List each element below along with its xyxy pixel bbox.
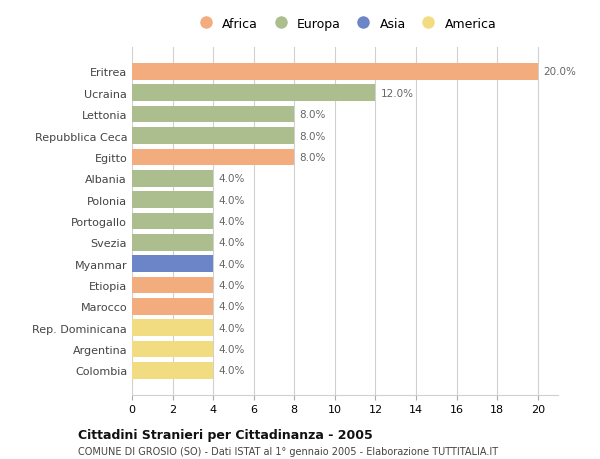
Bar <box>132 213 213 230</box>
Text: COMUNE DI GROSIO (SO) - Dati ISTAT al 1° gennaio 2005 - Elaborazione TUTTITALIA.: COMUNE DI GROSIO (SO) - Dati ISTAT al 1°… <box>78 446 498 456</box>
Bar <box>132 235 213 251</box>
Bar <box>132 149 294 166</box>
Bar <box>132 64 538 81</box>
Text: 4.0%: 4.0% <box>218 323 245 333</box>
Bar <box>132 341 213 358</box>
Text: 4.0%: 4.0% <box>218 238 245 248</box>
Bar <box>132 277 213 294</box>
Text: 4.0%: 4.0% <box>218 259 245 269</box>
Bar <box>132 192 213 208</box>
Bar <box>132 256 213 272</box>
Text: 8.0%: 8.0% <box>299 152 326 162</box>
Text: 4.0%: 4.0% <box>218 366 245 375</box>
Text: 4.0%: 4.0% <box>218 217 245 226</box>
Bar <box>132 106 294 123</box>
Text: 8.0%: 8.0% <box>299 131 326 141</box>
Bar <box>132 362 213 379</box>
Bar <box>132 171 213 187</box>
Text: Cittadini Stranieri per Cittadinanza - 2005: Cittadini Stranieri per Cittadinanza - 2… <box>78 428 373 441</box>
Bar <box>132 128 294 145</box>
Legend: Africa, Europa, Asia, America: Africa, Europa, Asia, America <box>188 13 502 36</box>
Bar <box>132 298 213 315</box>
Text: 4.0%: 4.0% <box>218 174 245 184</box>
Text: 4.0%: 4.0% <box>218 302 245 312</box>
Bar <box>132 85 376 102</box>
Text: 8.0%: 8.0% <box>299 110 326 120</box>
Text: 20.0%: 20.0% <box>543 67 575 77</box>
Text: 4.0%: 4.0% <box>218 280 245 291</box>
Bar <box>132 320 213 336</box>
Text: 12.0%: 12.0% <box>380 89 413 99</box>
Text: 4.0%: 4.0% <box>218 195 245 205</box>
Text: 4.0%: 4.0% <box>218 344 245 354</box>
